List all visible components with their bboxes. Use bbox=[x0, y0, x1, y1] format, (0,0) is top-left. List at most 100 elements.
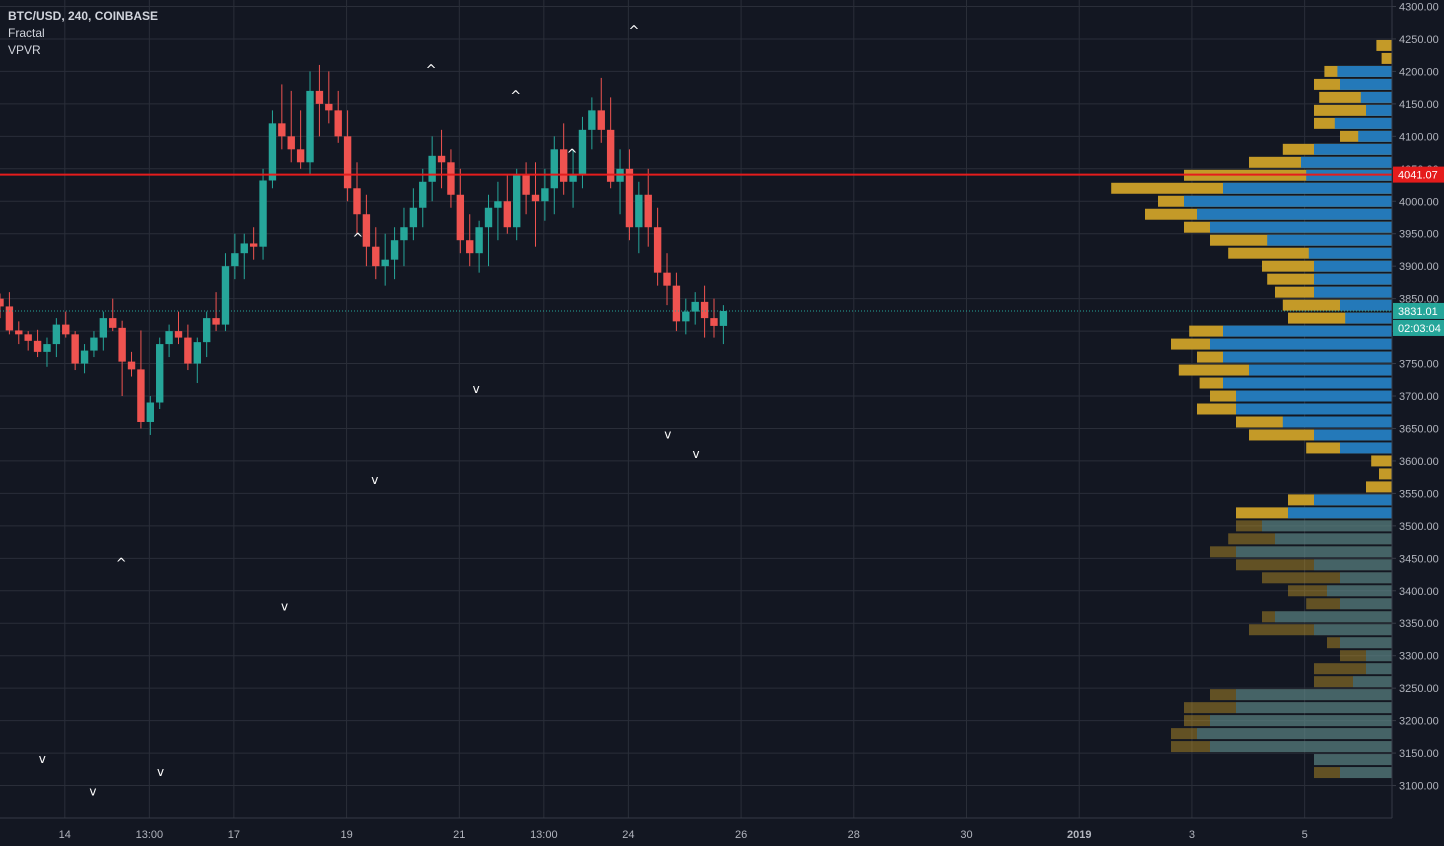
volume-profile-bar-down bbox=[1282, 299, 1392, 311]
candle-body bbox=[381, 259, 389, 267]
fractal-down-marker: v bbox=[89, 785, 96, 799]
price-tag-label: 3831.01 bbox=[1398, 306, 1438, 318]
price-tick-label: 3850.00 bbox=[1399, 294, 1439, 306]
volume-profile-bar-up bbox=[1327, 585, 1392, 597]
volume-profile-bar-up bbox=[1340, 78, 1392, 90]
candle-body bbox=[635, 194, 643, 228]
volume-profile-bar-up bbox=[1314, 273, 1392, 285]
candle-body bbox=[156, 344, 164, 403]
volume-profile-bar-down bbox=[1366, 481, 1392, 493]
candle-body bbox=[306, 90, 314, 163]
candle-body bbox=[80, 350, 89, 364]
fractal-up-marker: ^ bbox=[352, 232, 363, 247]
volume-profile-bar-up bbox=[1197, 728, 1392, 740]
candle-body bbox=[24, 334, 32, 341]
volume-profile-bar-up bbox=[1236, 689, 1392, 701]
price-tick-label: 3150.00 bbox=[1399, 748, 1439, 760]
candle-body bbox=[559, 149, 568, 182]
volume-profile-bar-up bbox=[1223, 377, 1392, 389]
volume-profile-bar-up bbox=[1314, 260, 1392, 272]
volume-profile-bar-up bbox=[1210, 715, 1392, 727]
candle-body bbox=[296, 149, 305, 163]
fractal-down-marker: v bbox=[371, 473, 378, 487]
volume-profile-bar-up bbox=[1314, 559, 1392, 571]
candle-body bbox=[653, 227, 662, 273]
volume-profile-bar-down bbox=[1314, 104, 1392, 116]
volume-profile-bar-up bbox=[1197, 208, 1392, 220]
price-tick-label: 4000.00 bbox=[1399, 196, 1439, 208]
candle-body bbox=[644, 194, 652, 228]
candle-body bbox=[165, 331, 173, 345]
price-tick-label: 3700.00 bbox=[1399, 391, 1439, 403]
price-tick-label: 3550.00 bbox=[1399, 488, 1439, 500]
volume-profile-bar-up bbox=[1345, 312, 1392, 324]
fractal-up-marker: ^ bbox=[116, 556, 127, 571]
time-tick-label: 13:00 bbox=[530, 829, 558, 841]
price-tick-label: 3250.00 bbox=[1399, 683, 1439, 695]
volume-profile-bar-down bbox=[1340, 650, 1392, 662]
volume-profile-bar-up bbox=[1236, 702, 1392, 714]
volume-profile bbox=[1111, 39, 1392, 779]
volume-profile-bar-down bbox=[1184, 702, 1392, 714]
candle-body bbox=[400, 227, 408, 241]
candle-body bbox=[353, 188, 361, 215]
volume-profile-bar-down bbox=[1262, 611, 1392, 623]
volume-profile-bar-up bbox=[1210, 221, 1392, 233]
symbol-title[interactable]: BTC/USD, 240, COINBASE bbox=[8, 9, 159, 23]
volume-profile-bar-up bbox=[1301, 156, 1392, 168]
volume-profile-bar-down bbox=[1171, 728, 1392, 740]
candle-body bbox=[71, 334, 79, 364]
volume-profile-bar-up bbox=[1334, 117, 1392, 129]
indicator-fractal[interactable]: Fractal bbox=[8, 26, 45, 40]
volume-profile-bar-up bbox=[1337, 65, 1392, 77]
price-tick-label: 3450.00 bbox=[1399, 553, 1439, 565]
volume-profile-bar-down bbox=[1288, 585, 1392, 597]
volume-profile-bar-down bbox=[1236, 559, 1392, 571]
volume-profile-bar-down bbox=[1371, 455, 1392, 467]
candle-body bbox=[193, 342, 201, 364]
fractal-up-marker: ^ bbox=[567, 147, 578, 162]
volume-profile-bar-up bbox=[1262, 520, 1392, 532]
candle-body bbox=[531, 194, 540, 202]
volume-profile-bar-up bbox=[1275, 533, 1392, 545]
fractal-up-marker: ^ bbox=[510, 89, 521, 104]
candle-body bbox=[259, 180, 267, 247]
candle-body bbox=[578, 129, 587, 176]
countdown-tag bbox=[1393, 319, 1444, 336]
volume-profile-bar-down bbox=[1288, 312, 1392, 324]
fractal-down-marker: v bbox=[39, 752, 46, 766]
volume-profile-bar-down bbox=[1314, 663, 1392, 675]
candle-body bbox=[231, 253, 239, 267]
countdown-label: 02:03:04 bbox=[1398, 323, 1441, 335]
candle-body bbox=[541, 188, 549, 202]
volume-profile-bar-down bbox=[1376, 39, 1392, 51]
volume-profile-bar-up bbox=[1314, 429, 1392, 441]
volume-profile-bar-down bbox=[1314, 767, 1392, 779]
candle-body bbox=[5, 306, 14, 331]
indicator-vpvr[interactable]: VPVR bbox=[8, 43, 41, 57]
volume-profile-bar-down bbox=[1228, 533, 1392, 545]
price-tick-label: 3100.00 bbox=[1399, 781, 1439, 793]
volume-profile-bar-down bbox=[1314, 754, 1392, 766]
candle-body bbox=[334, 110, 342, 137]
last-price-tag bbox=[1393, 302, 1444, 319]
candle-body bbox=[700, 301, 709, 319]
time-tick-label: 30 bbox=[960, 829, 972, 841]
candle-body bbox=[494, 201, 502, 208]
time-tick-label: 21 bbox=[453, 829, 465, 841]
price-tick-label: 3350.00 bbox=[1399, 618, 1439, 630]
price-tick-label: 4200.00 bbox=[1399, 66, 1439, 78]
candle-body bbox=[137, 369, 145, 422]
volume-profile-bar-up bbox=[1314, 143, 1392, 155]
volume-profile-bar-down bbox=[1379, 468, 1392, 480]
time-tick-label: 3 bbox=[1189, 829, 1195, 841]
candle-body bbox=[691, 301, 699, 312]
candle-body bbox=[447, 162, 455, 195]
candle-body bbox=[625, 168, 634, 228]
time-tick-label: 28 bbox=[848, 829, 860, 841]
candle-body bbox=[240, 243, 248, 254]
volume-profile-bar-up bbox=[1366, 650, 1392, 662]
time-tick-label: 14 bbox=[59, 829, 71, 841]
